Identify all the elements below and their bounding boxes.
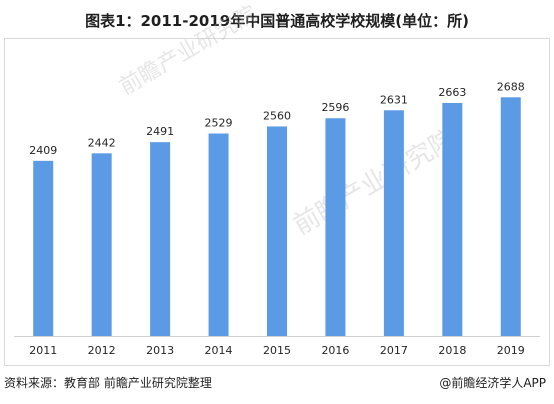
value-label: 2491: [146, 125, 174, 138]
x-tick-labels-group: 2011 2012 2013 2014 2015 2016 2017 2018 2019: [29, 344, 525, 357]
value-label: 2409: [29, 144, 57, 157]
bar: [33, 160, 54, 336]
x-tick-label: 2015: [263, 344, 291, 357]
credit-note: @前瞻经济学人APP: [439, 376, 546, 390]
x-tick-label: 2012: [88, 344, 116, 357]
bar: [208, 133, 229, 336]
bar: [383, 110, 404, 337]
value-label: 2442: [88, 136, 116, 149]
value-label: 2688: [497, 80, 525, 93]
value-labels-group: 2409 2442 2491 2529 2560 2596 2631 2663 2688: [29, 80, 525, 157]
bar: [150, 142, 171, 336]
bar: [267, 126, 287, 336]
x-tick-label: 2019: [497, 344, 525, 357]
source-note: 资料来源：教育部 前瞻产业研究院整理: [4, 376, 212, 390]
x-tick-label: 2014: [205, 344, 233, 357]
bar: [442, 102, 463, 336]
x-tick-label: 2016: [321, 344, 349, 357]
watermark-text: 前瞻产业研究院: [289, 124, 462, 241]
x-tick-label: 2011: [29, 344, 57, 357]
value-label: 2596: [321, 101, 349, 114]
x-tick-label: 2017: [380, 344, 408, 357]
x-tick-label: 2018: [438, 344, 466, 357]
bar: [325, 118, 346, 336]
value-label: 2529: [205, 117, 233, 130]
value-label: 2560: [263, 109, 291, 122]
footer: 资料来源：教育部 前瞻产业研究院整理 @前瞻经济学人APP: [4, 374, 546, 394]
bar: [500, 97, 521, 337]
watermark-text: 前瞻产业研究院: [116, 2, 262, 101]
value-label: 2663: [438, 86, 466, 99]
chart-title: 图表1：2011-2019年中国普通高校学校规模(单位：所): [85, 12, 469, 30]
value-label: 2631: [380, 93, 408, 106]
bar: [91, 153, 112, 336]
x-tick-label: 2013: [146, 344, 174, 357]
bars-group: [33, 97, 521, 337]
